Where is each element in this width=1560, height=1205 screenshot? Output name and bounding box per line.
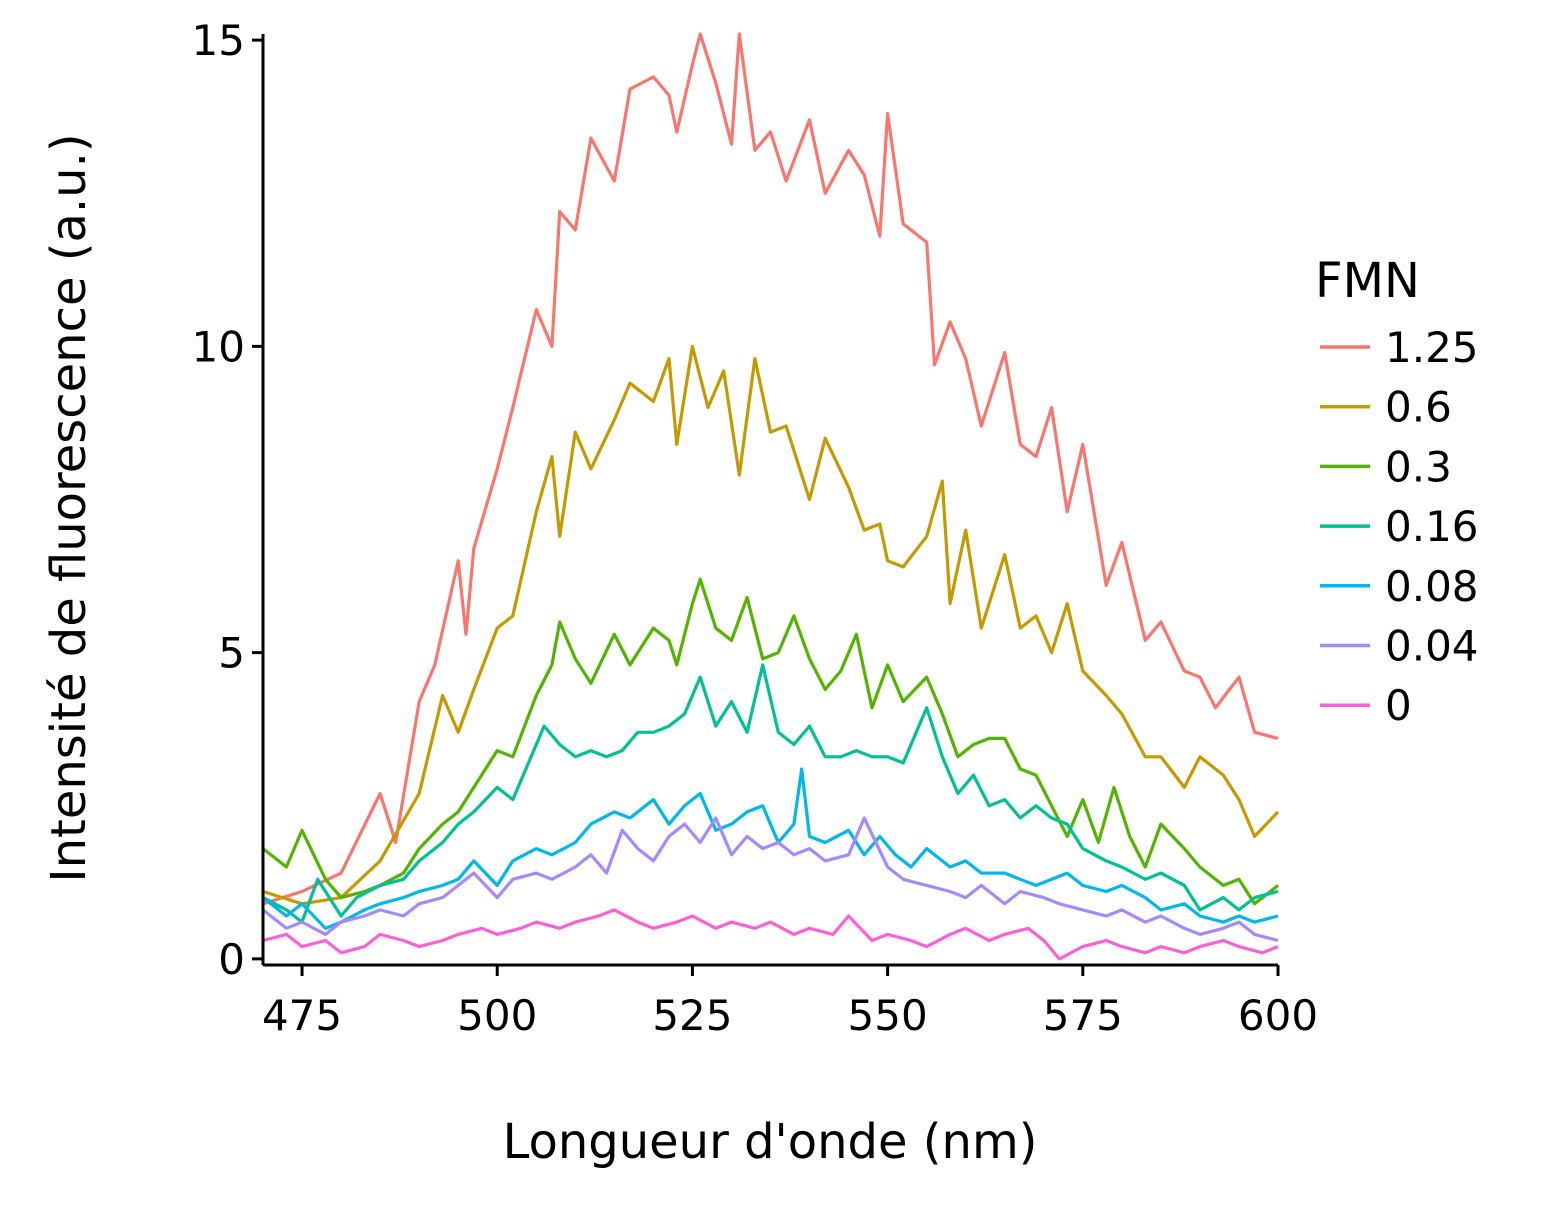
series-line-0.6 xyxy=(262,344,1280,906)
x-axis-ticks: 475 500 525 550 575 600 xyxy=(262,965,1318,1040)
legend-label: 0.3 xyxy=(1385,442,1452,491)
series-line-1.25 xyxy=(262,32,1279,906)
legend-label: 1.25 xyxy=(1385,323,1479,372)
x-tick-label: 575 xyxy=(1043,991,1123,1040)
x-tick-label: 600 xyxy=(1238,991,1318,1040)
y-tick-label: 10 xyxy=(192,322,245,371)
legend-label: 0 xyxy=(1385,681,1412,730)
x-tick-label: 550 xyxy=(848,991,928,1040)
legend-label: 0.04 xyxy=(1385,622,1479,671)
y-axis-ticks: 0 5 10 15 xyxy=(192,16,263,984)
series-line-0.08 xyxy=(262,767,1279,930)
x-tick-label: 475 xyxy=(262,991,342,1040)
series-line-0.04 xyxy=(262,816,1279,943)
y-tick-label: 0 xyxy=(218,935,245,984)
series-line-0.3 xyxy=(262,577,1279,906)
legend-label: 0.6 xyxy=(1385,383,1452,432)
legend-label: 0.16 xyxy=(1385,502,1479,551)
y-tick-label: 5 xyxy=(218,629,245,678)
legend-items: 1.25 0.6 0.3 0.16 0.08 0.04 0 xyxy=(1320,323,1479,730)
x-tick-label: 525 xyxy=(652,991,732,1040)
x-axis-title: Longueur d'onde (nm) xyxy=(503,1114,1038,1170)
y-axis-title: Intensité de fluorescence (a.u.) xyxy=(41,133,97,882)
series-line-0.16 xyxy=(262,663,1279,924)
x-tick-label: 500 xyxy=(457,991,537,1040)
legend-label: 0.08 xyxy=(1385,562,1479,611)
axes: 475 500 525 550 575 600 0 5 10 15 xyxy=(192,16,1319,1040)
plot-lines xyxy=(262,32,1280,961)
legend: FMN 1.25 0.6 0.3 0.16 0.08 0.04 0 xyxy=(1315,253,1479,730)
series-line-0 xyxy=(262,908,1279,961)
legend-title: FMN xyxy=(1315,253,1420,309)
y-tick-label: 15 xyxy=(192,16,245,65)
